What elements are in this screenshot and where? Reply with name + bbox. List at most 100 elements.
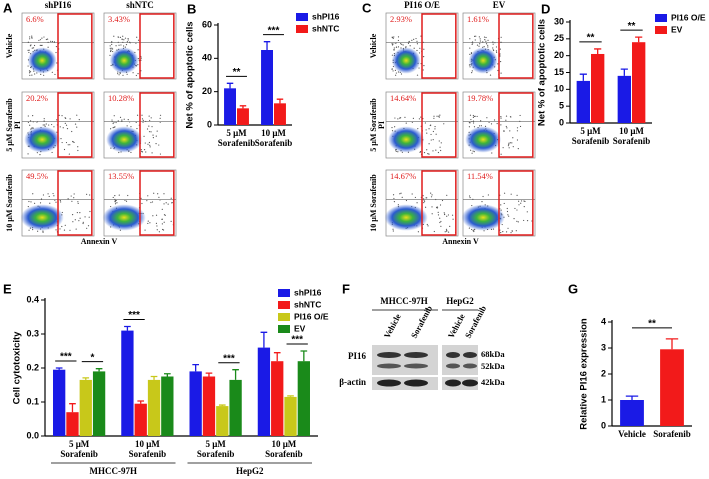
flow-event	[492, 43, 494, 45]
flow-event	[516, 130, 519, 132]
flow-event	[510, 232, 512, 234]
flow-event	[516, 209, 518, 211]
flow-event	[452, 218, 454, 220]
error-bar	[192, 363, 199, 372]
band	[404, 352, 428, 358]
flow-event	[492, 41, 494, 43]
flow-event	[72, 221, 74, 223]
flow-event	[55, 51, 57, 54]
flow-event	[170, 197, 172, 199]
flow-event	[515, 230, 517, 232]
flow-event	[114, 195, 116, 197]
flow-event	[493, 49, 495, 52]
flow-event	[412, 117, 415, 119]
flow-event	[118, 74, 120, 76]
flow-event	[507, 227, 509, 229]
flow-event	[32, 115, 34, 117]
flow-event	[76, 211, 78, 214]
legend-label: EV	[671, 24, 683, 34]
legend-swatch	[655, 14, 667, 22]
flow-event	[487, 194, 489, 196]
flow-event	[89, 194, 91, 196]
bar	[237, 108, 249, 125]
error-bar	[276, 98, 284, 104]
flow-event	[432, 130, 434, 133]
percentage: 13.55%	[108, 171, 134, 181]
flow-event	[469, 114, 472, 116]
bar	[79, 379, 92, 436]
flow-event	[39, 154, 41, 156]
flow-event	[69, 118, 71, 120]
flow-event	[161, 218, 163, 220]
y-tick-label: 40	[202, 53, 212, 63]
flow-event	[149, 146, 151, 148]
flow-event	[158, 196, 160, 198]
flow-event	[510, 193, 512, 195]
flow-event	[500, 115, 502, 118]
flow-event	[401, 43, 403, 45]
flow-event	[112, 196, 114, 199]
flow-event	[140, 57, 142, 59]
flow-event	[488, 121, 490, 123]
flow-event	[55, 201, 57, 203]
bar	[591, 53, 605, 123]
flow-event	[110, 49, 112, 51]
flow-event	[471, 70, 473, 72]
flow-event	[523, 219, 525, 222]
flow-event	[146, 200, 148, 202]
bar	[257, 347, 271, 436]
flow-event	[479, 40, 481, 42]
bar	[92, 371, 106, 436]
flow-event	[473, 35, 476, 37]
legend-swatch	[278, 325, 290, 333]
error-bar	[69, 403, 76, 413]
lane-label: Sorafenib	[463, 304, 489, 340]
y-tick-label: 30	[554, 16, 564, 26]
flow-event	[53, 126, 55, 128]
flow-event	[127, 119, 129, 121]
y-tick-label: 0.4	[26, 294, 39, 304]
y-tick-label: 0	[559, 117, 564, 127]
size-label: 68kDa	[481, 349, 505, 359]
flow-event	[75, 228, 77, 230]
flow-event	[136, 127, 138, 130]
flow-event	[29, 71, 32, 73]
flow-event	[502, 231, 504, 233]
flow-event	[478, 36, 480, 38]
flow-event	[433, 115, 435, 117]
flow-event	[419, 150, 422, 153]
legend-label: PI16 O/E	[294, 311, 329, 321]
flow-event	[440, 142, 442, 144]
error-bar	[260, 331, 268, 348]
flow-event	[60, 138, 62, 140]
flow-event	[500, 124, 502, 126]
flow-event	[59, 228, 61, 230]
flow-event	[148, 115, 150, 117]
flow-event	[503, 130, 505, 132]
flow-event	[147, 222, 149, 225]
flow-event	[404, 116, 406, 119]
flow-event	[471, 152, 473, 154]
flow-event	[62, 127, 64, 129]
flow-event	[469, 196, 471, 199]
flow-event	[70, 195, 72, 197]
flow-event	[436, 206, 439, 208]
flow-event	[71, 200, 73, 202]
error-bar	[635, 36, 643, 43]
protein-label: β-actin	[339, 377, 366, 387]
flow-density	[384, 204, 428, 231]
row-label: Vehicle	[5, 33, 14, 58]
flow-event	[124, 37, 127, 39]
flow-event	[471, 41, 474, 43]
flow-event	[446, 194, 448, 196]
flow-event	[474, 39, 476, 41]
y-tick-label: 0	[601, 420, 606, 430]
flow-event	[171, 202, 173, 204]
percentage: 14.64%	[390, 93, 416, 103]
flow-density	[106, 126, 143, 153]
flow-event	[112, 122, 114, 125]
flow-event	[511, 230, 513, 232]
flow-event	[111, 119, 113, 121]
flow-event	[416, 43, 419, 45]
flow-event	[414, 196, 417, 199]
